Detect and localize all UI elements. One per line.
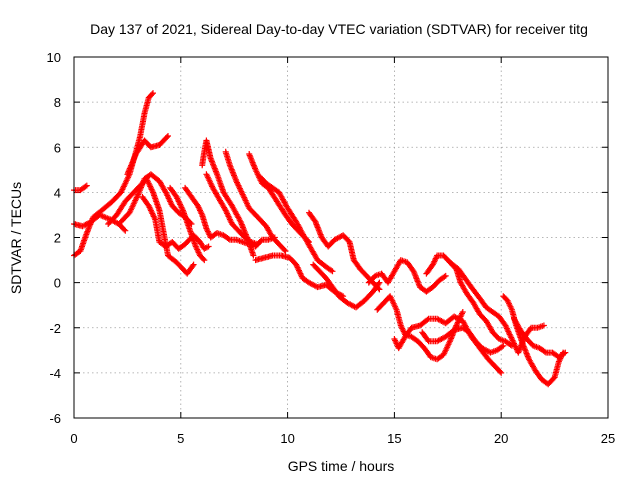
data-point [254,241,261,248]
y-tick-label: -2 [49,321,61,336]
series-arc-5 [105,175,197,277]
series-arc-19 [374,293,466,363]
series-arc-18 [365,257,449,295]
data-point [500,342,507,349]
series-arc-8 [167,184,208,264]
data-point [459,309,466,315]
y-tick-label: 10 [47,50,61,65]
data-point [82,183,89,190]
x-tick-label: 15 [387,431,401,446]
data-point [83,182,90,189]
y-tick-label: 0 [54,276,61,291]
series-arc-11 [203,171,261,248]
data-point [189,262,196,269]
y-tick-label: 2 [54,231,61,246]
series-arc-14 [256,173,336,275]
data-point [562,349,569,356]
y-axis-label: SDTVAR / TECUs [8,182,24,294]
series-arc-15 [252,252,347,300]
data-point [163,134,170,141]
y-tick-label: -4 [49,366,61,381]
plot-frame [73,56,609,419]
series-arc-12 [222,148,289,254]
x-tick-label: 20 [494,431,508,446]
data-point [424,316,431,323]
series-arc-1 [71,182,90,194]
data-point [441,273,448,280]
data-point [190,261,197,268]
data-point [122,227,129,234]
y-tick-label: -6 [49,411,61,426]
data-point [200,255,207,262]
data-point [540,322,547,329]
y-tick-label: 6 [54,140,61,155]
chart-title: Day 137 of 2021, Sidereal Day-to-day VTE… [90,21,588,37]
data-series [71,90,569,388]
x-tick-label: 0 [70,431,77,446]
x-axis-label: GPS time / hours [288,458,395,474]
data-point [149,91,155,98]
data-point [375,280,382,287]
series-arc-6 [118,171,195,227]
data-point [498,369,505,376]
data-point [376,279,383,286]
data-point [225,235,232,242]
data-point [201,257,208,264]
y-tick-label: 8 [54,95,61,110]
data-point [282,248,289,254]
data-point [250,252,257,259]
x-tick-label: 5 [177,431,184,446]
series-arc-22 [419,324,507,356]
data-point [150,90,156,97]
data-point [499,343,506,350]
data-point [257,237,264,244]
series-arc-16 [306,209,383,293]
x-tick-label: 25 [601,431,615,446]
data-point [541,348,548,355]
data-point [329,268,336,275]
data-point [561,350,567,357]
y-tick-label: 4 [54,185,61,200]
series-arc-23 [446,259,547,356]
tick-labels: 0 5 10 15 20 25 -6 -4 -2 0 2 4 6 8 10 [47,50,616,446]
data-point [121,226,128,233]
series-arc-4 [124,133,171,178]
x-tick-label: 10 [280,431,294,446]
series-arc-25 [511,315,569,361]
series-arc-17 [310,261,383,311]
data-point [328,267,335,274]
data-point [497,368,504,375]
data-point [205,243,212,250]
data-point [281,246,288,253]
data-point [442,272,449,279]
data-point [165,133,171,139]
